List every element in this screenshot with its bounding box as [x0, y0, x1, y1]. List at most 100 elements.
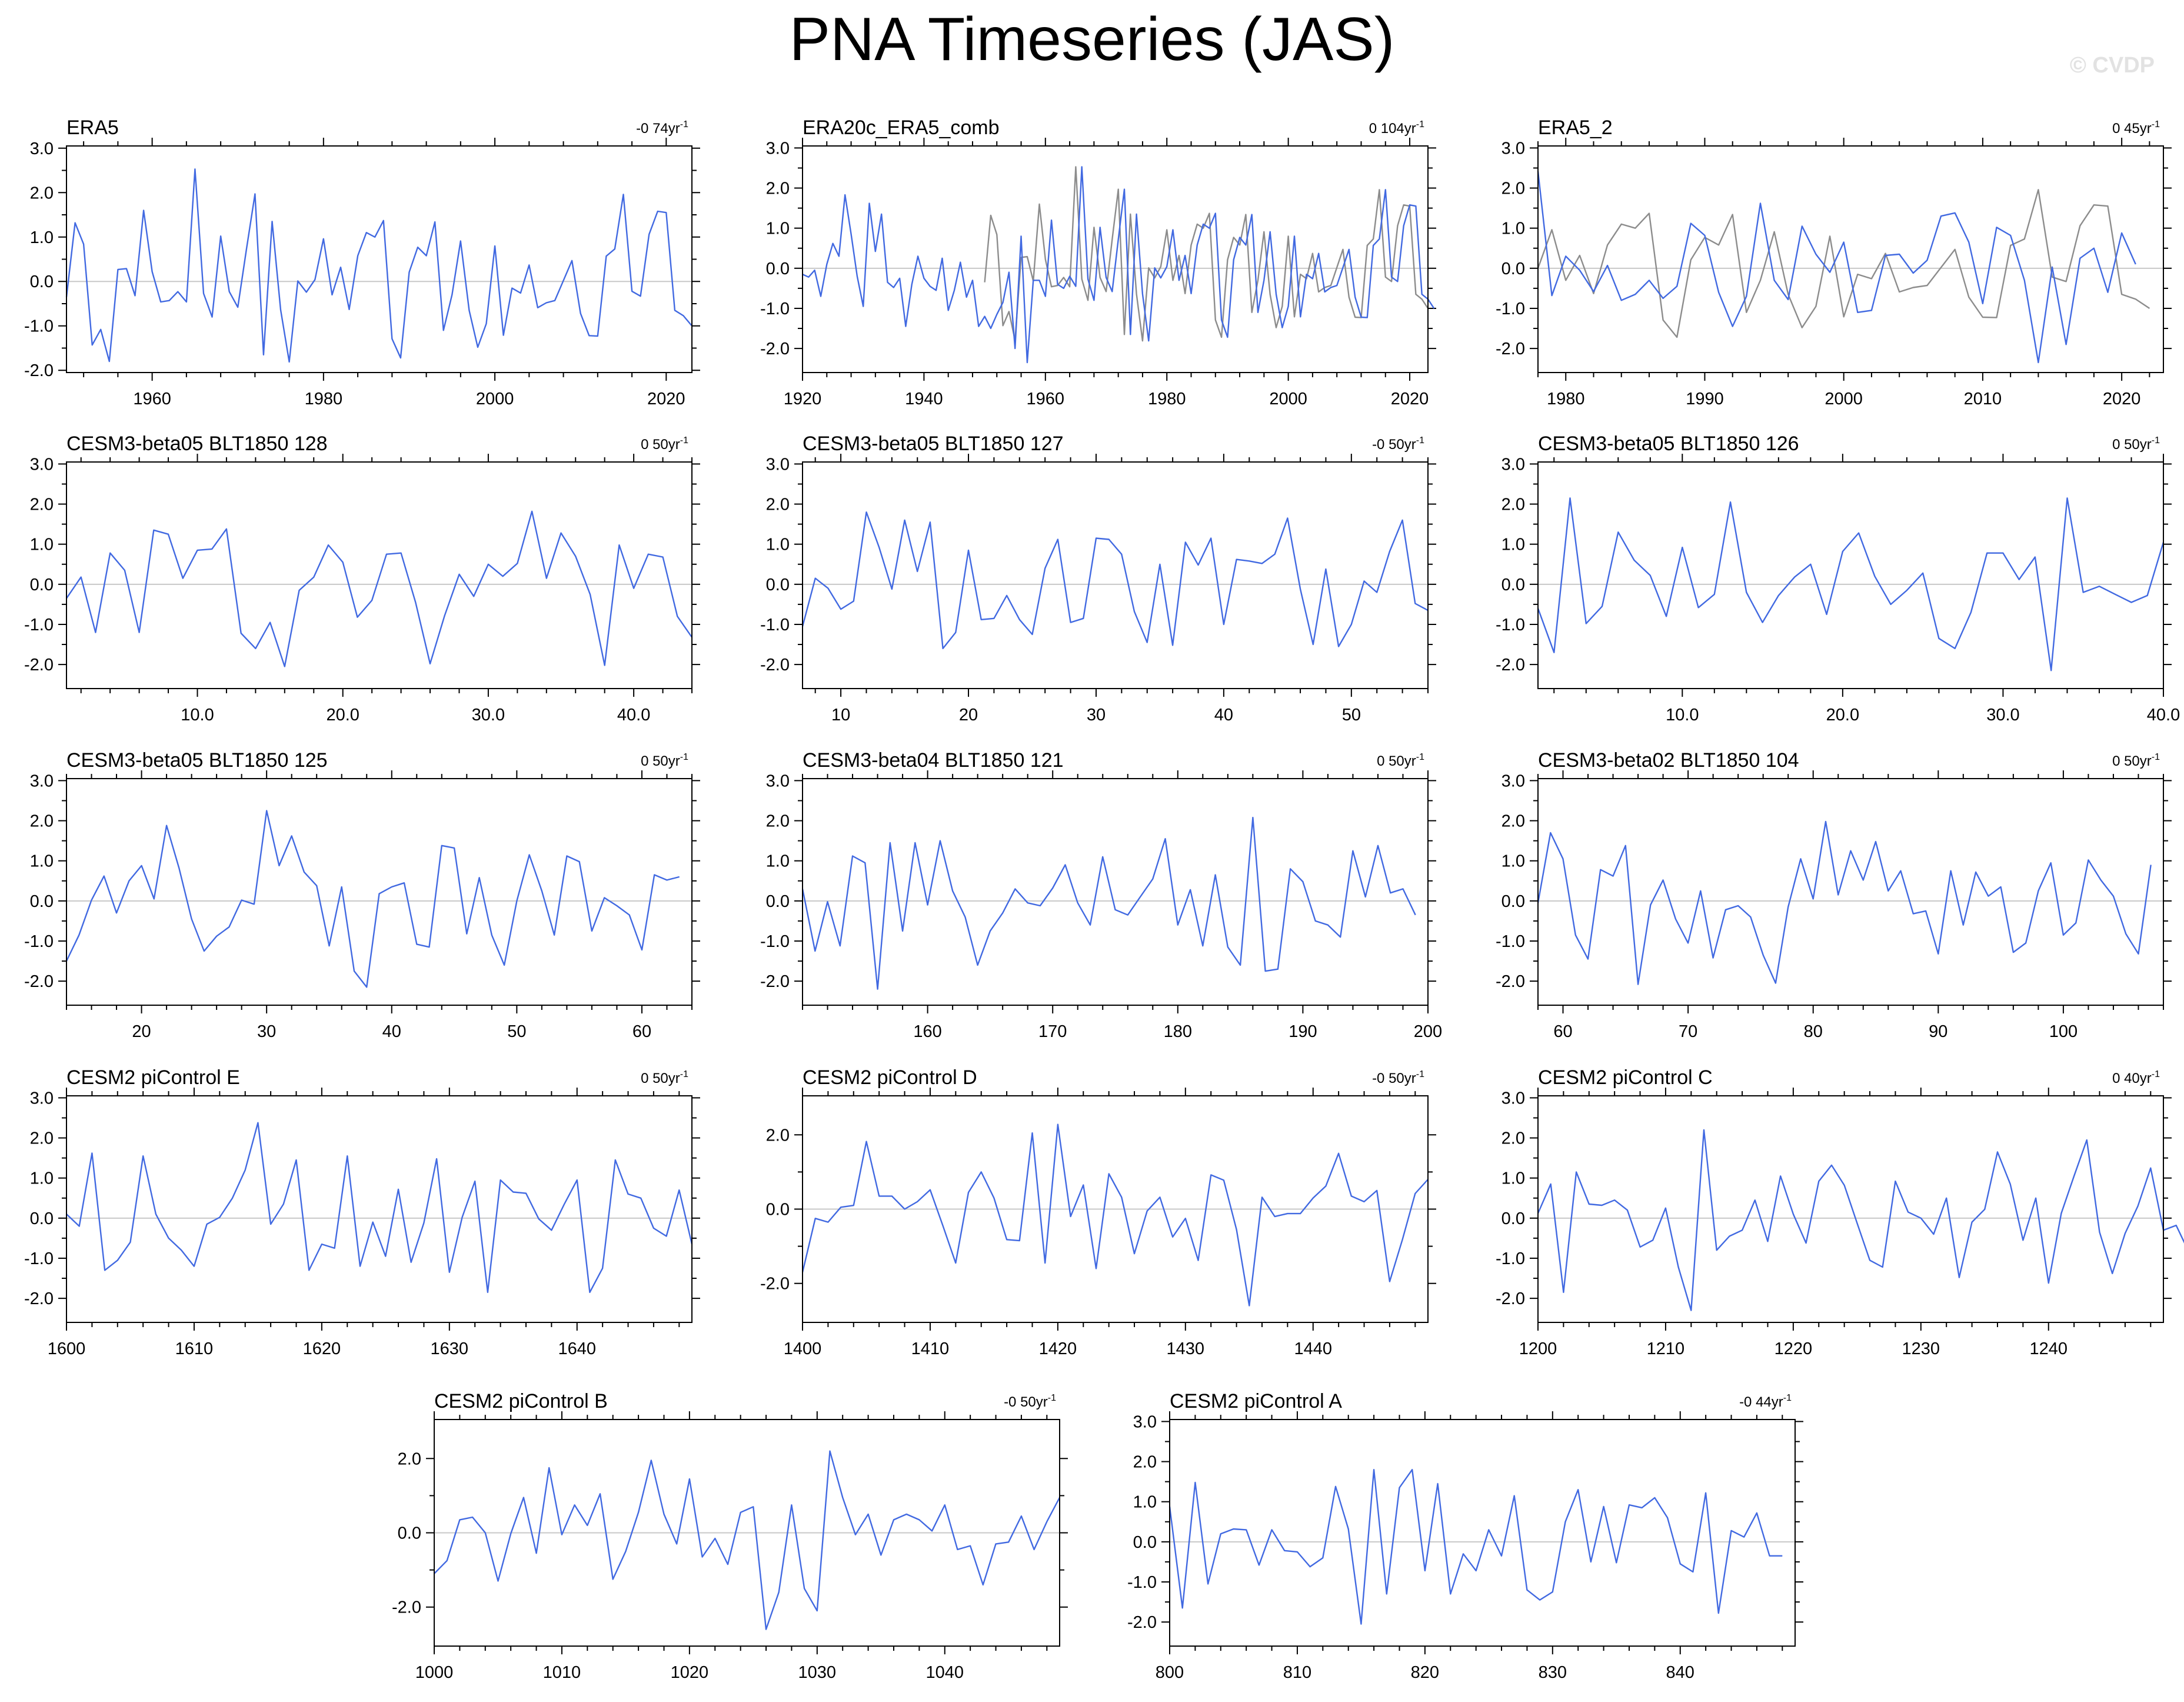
panel-cesm2-picontrol-e: CESM2 piControl E 0 50yr-1 -2.0 -1.0 0.0 1.0 2… — [24, 1066, 700, 1358]
panel-era20c-era5-comb-series-era5 — [984, 166, 1429, 342]
panel-era20c-era5-comb-trend-exponent: -1 — [1416, 119, 1424, 129]
panel-era5-xtick-label: 1960 — [133, 390, 171, 408]
panel-cesm3-beta04-blt1850-121-series-cesm3-beta04-blt1850-121 — [801, 816, 1416, 990]
panel-cesm2-picontrol-e-ytick-label: 1.0 — [30, 1169, 54, 1188]
panel-cesm2-picontrol-c-trend-exponent: -1 — [2152, 1069, 2160, 1079]
panel-cesm2-picontrol-e-xtick-label: 1620 — [303, 1339, 341, 1358]
panel-cesm2-picontrol-a-ytick-label: 1.0 — [1133, 1493, 1157, 1512]
panel-cesm3-beta05-blt1850-128-xtick-label: 20.0 — [326, 706, 359, 724]
panel-era5-2-xtick-label: 2010 — [1964, 390, 2002, 408]
panel-cesm3-beta04-blt1850-121-xtick-label: 160 — [913, 1022, 941, 1041]
panel-cesm3-beta05-blt1850-127-ytick-label: 0.0 — [766, 576, 790, 594]
panel-cesm2-picontrol-b-xtick-label: 1020 — [671, 1663, 709, 1682]
panel-cesm2-picontrol-e-xtick-label: 1610 — [175, 1339, 214, 1358]
panel-cesm3-beta05-blt1850-125-trend-value: 0 50yr — [641, 753, 680, 769]
panel-cesm3-beta05-blt1850-128-xtick-label: 10.0 — [181, 706, 214, 724]
panel-cesm2-picontrol-e-trend-label: 0 50yr-1 — [641, 1069, 688, 1086]
panel-cesm3-beta02-blt1850-104-xtick-label: 60 — [1553, 1022, 1572, 1041]
panel-cesm2-picontrol-c-title: CESM2 piControl C — [1538, 1066, 1713, 1089]
panel-cesm3-beta05-blt1850-125-ytick-label: -2.0 — [24, 972, 54, 991]
panel-cesm3-beta05-blt1850-127-xtick-label: 50 — [1342, 706, 1361, 724]
panel-cesm3-beta04-blt1850-121-xtick-label: 170 — [1038, 1022, 1067, 1041]
panel-cesm2-picontrol-c-xtick-label: 1240 — [2029, 1339, 2068, 1358]
panel-era20c-era5-comb-title: ERA20c_ERA5_comb — [803, 117, 1000, 139]
panel-cesm3-beta02-blt1850-104-frame — [1537, 778, 2164, 1006]
panel-cesm3-beta02-blt1850-104: CESM3-beta02 BLT1850 104 0 50yr-1 -2.0 -1.0… — [1496, 749, 2172, 1041]
panel-cesm2-picontrol-b-frame — [434, 1419, 1060, 1647]
panel-cesm2-picontrol-d-xtick-label: 1400 — [784, 1339, 822, 1358]
panel-cesm3-beta02-blt1850-104-series-cesm3-beta02-blt1850-104 — [1537, 820, 2152, 985]
panel-era5-ytick-label: -2.0 — [24, 361, 54, 380]
panel-cesm2-picontrol-c-trend-value: 0 40yr — [2112, 1071, 2152, 1086]
panel-cesm2-picontrol-d-series-cesm2-picontrol-d — [801, 1123, 1429, 1307]
panel-cesm3-beta05-blt1850-127-xtick-label: 40 — [1214, 706, 1233, 724]
panel-cesm2-picontrol-b: CESM2 piControl B -0 50yr-1 -2.0 0.0 2.0 1000… — [392, 1390, 1068, 1682]
panel-era5-2: ERA5_2 0 45yr-1 -2.0 -1.0 0.0 1.0 2.0 3.0 1980 19… — [1496, 117, 2172, 408]
panel-cesm2-picontrol-c-xtick-label: 1220 — [1774, 1339, 1813, 1358]
panel-cesm3-beta05-blt1850-128-ytick-label: -2.0 — [24, 656, 54, 674]
panel-cesm2-picontrol-c: CESM2 piControl C 0 40yr-1 -2.0 -1.0 0.0 1.0 2… — [1496, 1066, 2184, 1358]
panel-cesm2-picontrol-a-xtick-label: 800 — [1156, 1663, 1184, 1682]
panel-cesm3-beta05-blt1850-126-trend-value: 0 50yr — [2112, 437, 2152, 453]
panel-cesm3-beta05-blt1850-128-trend-value: 0 50yr — [641, 437, 680, 453]
panel-era5-2-ytick-label: 2.0 — [1502, 179, 1525, 198]
panel-cesm3-beta05-blt1850-125-ytick-label: 2.0 — [30, 812, 54, 831]
panel-era5-2-xtick-label: 2000 — [1825, 390, 1863, 408]
panel-era5-ytick-label: 3.0 — [30, 139, 54, 158]
panel-era20c-era5-comb: ERA20c_ERA5_comb 0 104yr-1 -2.0 -1.0 0.0 1.0 2… — [760, 117, 1436, 408]
panel-era5-trend-value: -0 74yr — [636, 121, 680, 137]
panel-cesm2-picontrol-d-frame — [802, 1095, 1429, 1323]
panel-cesm3-beta05-blt1850-126-ytick-label: 2.0 — [1502, 496, 1525, 514]
panel-era5-2-trend-label: 0 45yr-1 — [2112, 119, 2160, 137]
panel-cesm3-beta05-blt1850-128-ytick-label: 2.0 — [30, 496, 54, 514]
panel-cesm2-picontrol-a-ytick-label: 0.0 — [1133, 1533, 1157, 1552]
panel-cesm3-beta05-blt1850-125-title: CESM3-beta05 BLT1850 125 — [66, 749, 328, 772]
panel-cesm2-picontrol-b-trend-exponent: -1 — [1048, 1393, 1056, 1403]
panel-era5-2-series-era5-2 — [1537, 171, 2136, 364]
panel-era5-xtick-label: 2000 — [476, 390, 514, 408]
panel-era20c-era5-comb-xtick-label: 1920 — [784, 390, 822, 408]
panel-cesm3-beta05-blt1850-126-xtick-label: 30.0 — [1986, 706, 2019, 724]
panel-cesm3-beta02-blt1850-104-ytick-label: 2.0 — [1502, 812, 1525, 831]
panel-cesm2-picontrol-e-ytick-label: 3.0 — [30, 1089, 54, 1108]
panel-cesm3-beta02-blt1850-104-title: CESM3-beta02 BLT1850 104 — [1538, 749, 1799, 772]
panel-cesm3-beta05-blt1850-126-xtick-label: 40.0 — [2147, 706, 2180, 724]
panel-cesm3-beta05-blt1850-128-ytick-label: 0.0 — [30, 576, 54, 594]
panel-cesm3-beta05-blt1850-125-xtick-label: 20 — [132, 1022, 151, 1041]
panel-cesm3-beta04-blt1850-121-ytick-label: 3.0 — [766, 772, 790, 790]
panel-cesm2-picontrol-e-title: CESM2 piControl E — [66, 1066, 240, 1089]
panel-era5-trend-exponent: -1 — [680, 119, 688, 129]
panel-era20c-era5-comb-ytick-label: 3.0 — [766, 139, 790, 158]
panel-cesm3-beta05-blt1850-128-series-cesm3-beta05-blt1850-128 — [66, 510, 693, 667]
panel-cesm3-beta05-blt1850-127-trend-exponent: -1 — [1416, 436, 1424, 446]
panel-cesm3-beta02-blt1850-104-ytick-label: 1.0 — [1502, 852, 1525, 871]
panel-era5-2-xtick-label: 1990 — [1686, 390, 1724, 408]
panel-cesm3-beta05-blt1850-127-ytick-label: -2.0 — [760, 656, 790, 674]
panel-era20c-era5-comb-trend-value: 0 104yr — [1369, 121, 1416, 137]
panel-cesm2-picontrol-d-xtick-label: 1440 — [1294, 1339, 1332, 1358]
panel-cesm3-beta05-blt1850-125-frame — [66, 778, 693, 1006]
panel-cesm2-picontrol-c-xtick-label: 1200 — [1519, 1339, 1557, 1358]
panel-era20c-era5-comb-series-era20c-era5-comb — [802, 166, 1435, 364]
panel-era5-ytick-label: -1.0 — [24, 317, 54, 336]
panel-cesm2-picontrol-c-xtick-label: 1230 — [1902, 1339, 1940, 1358]
panel-cesm3-beta05-blt1850-128-ytick-label: -1.0 — [24, 616, 54, 634]
panel-cesm3-beta05-blt1850-125-ytick-label: 1.0 — [30, 852, 54, 871]
panel-cesm3-beta05-blt1850-126-xtick-label: 10.0 — [1666, 706, 1699, 724]
panel-cesm2-picontrol-e-ytick-label: 0.0 — [30, 1209, 54, 1228]
panel-cesm3-beta05-blt1850-126: CESM3-beta05 BLT1850 126 0 50yr-1 -2.0 -1.0… — [1496, 433, 2180, 724]
panel-cesm2-picontrol-c-series-cesm2-picontrol-c — [1537, 1129, 2184, 1311]
panel-era5-2-ytick-label: -1.0 — [1496, 300, 1525, 318]
panel-cesm2-picontrol-b-trend-value: -0 50yr — [1004, 1394, 1048, 1410]
panel-cesm3-beta05-blt1850-127-trend-value: -0 50yr — [1372, 437, 1416, 453]
panel-cesm3-beta05-blt1850-126-xtick-label: 20.0 — [1826, 706, 1859, 724]
panel-cesm3-beta05-blt1850-127-frame — [802, 461, 1429, 689]
panel-cesm2-picontrol-a-series-cesm2-picontrol-a — [1168, 1468, 1783, 1625]
panel-cesm3-beta05-blt1850-127: CESM3-beta05 BLT1850 127 -0 50yr-1 -2.0 -1.… — [760, 433, 1436, 724]
panel-cesm3-beta04-blt1850-121-ytick-label: -2.0 — [760, 972, 790, 991]
panel-cesm2-picontrol-a-ytick-label: -1.0 — [1127, 1573, 1157, 1592]
panel-era5-xtick-label: 2020 — [647, 390, 685, 408]
panel-era5-series-era5 — [65, 168, 693, 363]
panel-cesm3-beta02-blt1850-104-ytick-label: -1.0 — [1496, 932, 1525, 951]
panel-era20c-era5-comb-ytick-label: -1.0 — [760, 300, 790, 318]
